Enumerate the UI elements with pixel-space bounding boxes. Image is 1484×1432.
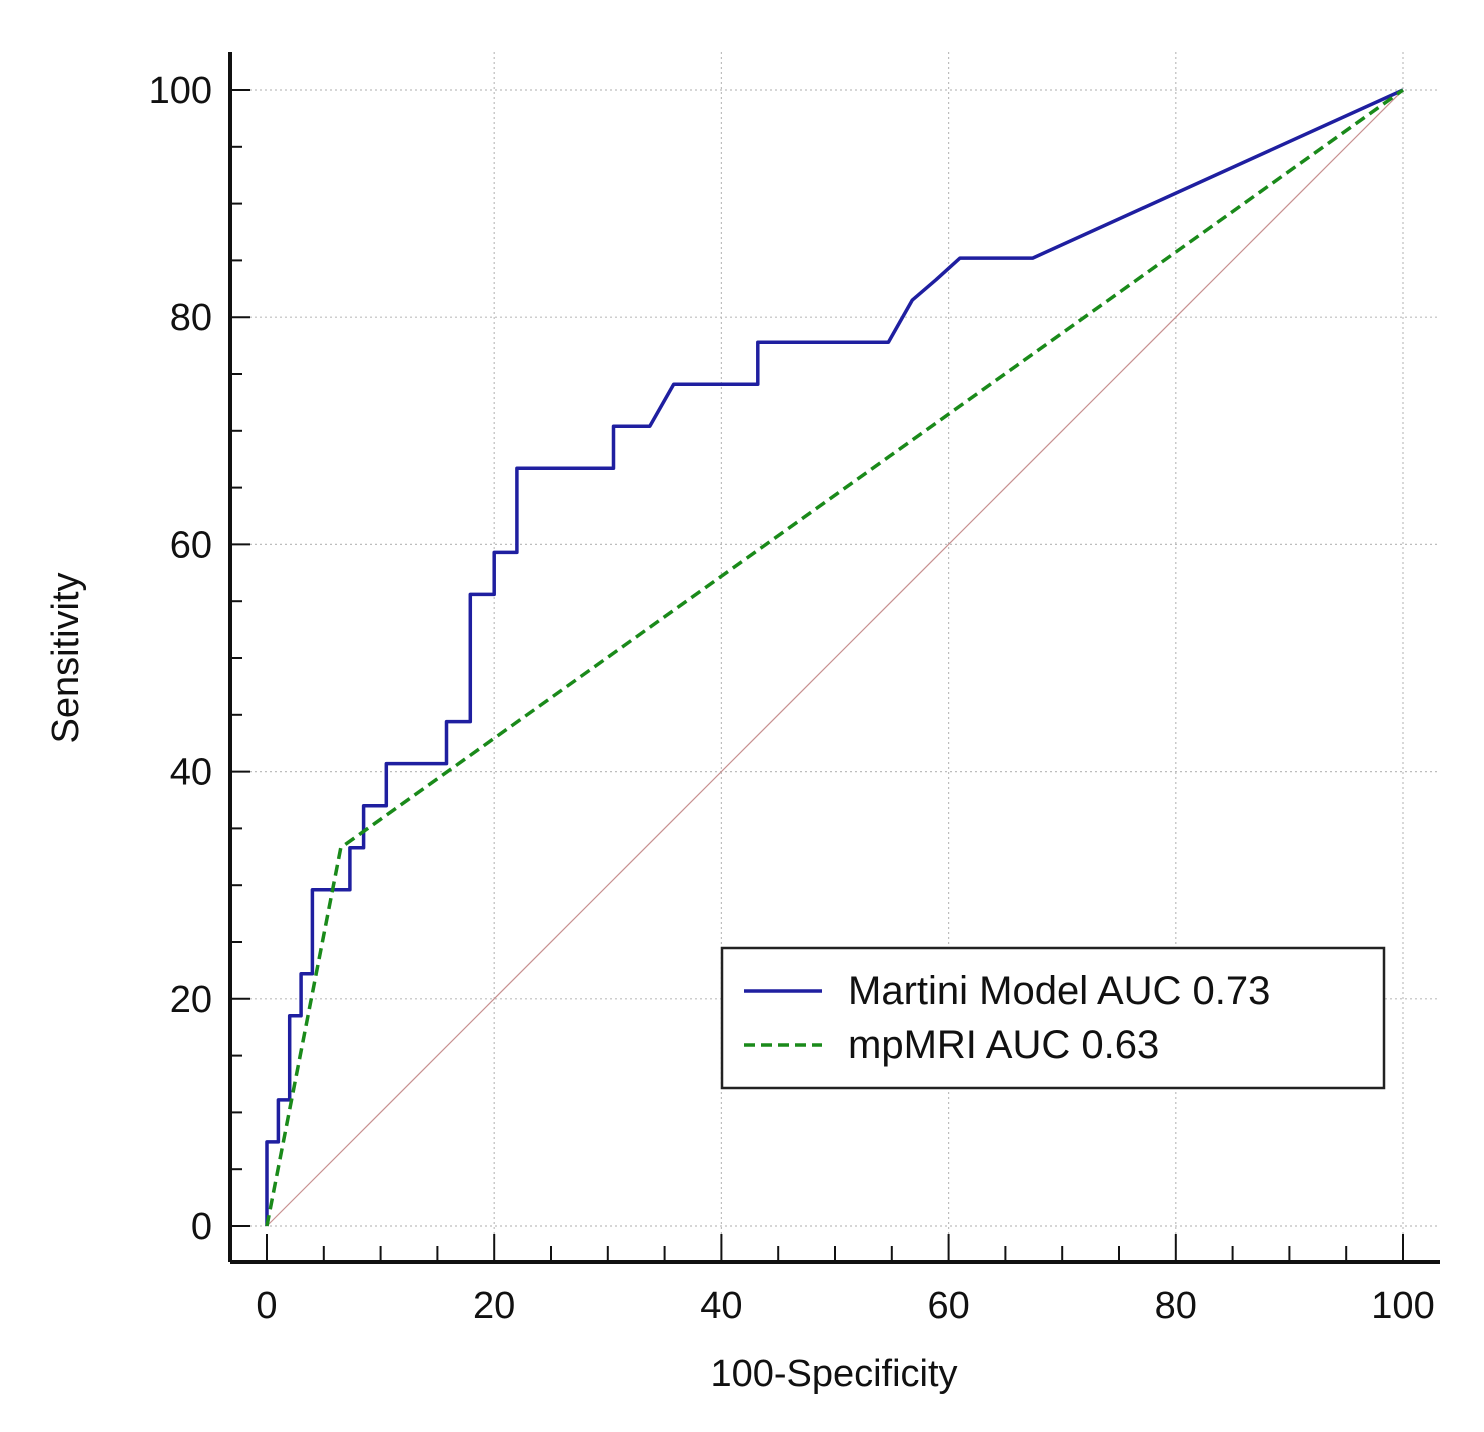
- series-line-mpmri: [265, 88, 1405, 1227]
- x-tick-label-80: 80: [1155, 1285, 1197, 1327]
- y-tick-label-40: 40: [170, 752, 212, 794]
- y-tick-label-100: 100: [149, 70, 212, 112]
- y-tick-label-80: 80: [170, 297, 212, 339]
- y-tick-label-20: 20: [170, 979, 212, 1021]
- reference-diagonal-line: [266, 89, 1404, 1227]
- x-tick-label-20: 20: [473, 1285, 515, 1327]
- x-tick-label-60: 60: [927, 1285, 969, 1327]
- legend: Martini Model AUC 0.73 mpMRI AUC 0.63: [720, 946, 1386, 1090]
- series-layer: [265, 88, 1405, 1227]
- x-tick-label-100: 100: [1371, 1285, 1434, 1327]
- x-axis-title: 100-Specificity: [710, 1353, 957, 1395]
- legend-box: [720, 946, 1386, 1090]
- ticks: 0 20 40 60 80 100 0 20 40 60 80 100: [149, 70, 1435, 1327]
- legend-label-mpmri: mpMRI AUC 0.63: [848, 1023, 1159, 1067]
- x-tick-label-0: 0: [256, 1285, 277, 1327]
- y-axis-title: Sensitivity: [45, 572, 87, 743]
- y-tick-label-60: 60: [170, 524, 212, 566]
- x-tick-label-40: 40: [700, 1285, 742, 1327]
- series-line-martini: [265, 88, 1404, 1226]
- y-tick-label-0: 0: [191, 1206, 212, 1248]
- legend-label-martini: Martini Model AUC 0.73: [848, 969, 1270, 1013]
